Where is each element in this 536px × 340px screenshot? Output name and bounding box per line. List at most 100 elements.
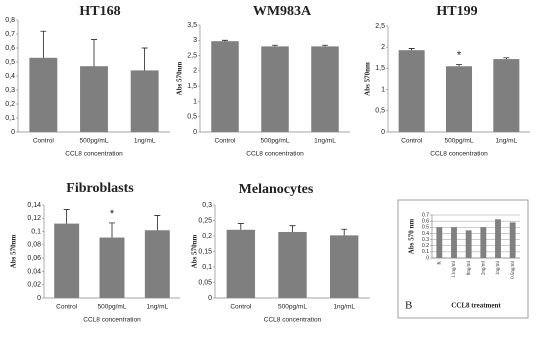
bar bbox=[398, 50, 425, 132]
error-bar bbox=[109, 222, 115, 238]
y-tick-label: 0,04 bbox=[27, 268, 41, 275]
y-tick-label: 2 bbox=[193, 68, 197, 75]
y-tick-label: 0,1 bbox=[202, 264, 212, 271]
y-axis-label: Abs 570nm bbox=[364, 62, 372, 96]
y-tick-label: 0 bbox=[37, 295, 41, 302]
chart-title: WM983A bbox=[253, 4, 312, 19]
y-tick-label: 0,2 bbox=[5, 101, 15, 108]
y-tick-label: 0.7 bbox=[422, 212, 429, 218]
x-tick-label: 1ng/mL bbox=[134, 138, 156, 145]
bar bbox=[509, 222, 516, 258]
bar bbox=[278, 231, 307, 298]
y-tick-label: 3 bbox=[193, 37, 197, 44]
x-tick-label: 11ng/ml bbox=[452, 260, 457, 277]
error-bar bbox=[237, 223, 244, 230]
panel-label: B bbox=[405, 300, 412, 312]
error-bar bbox=[456, 64, 462, 67]
y-tick-label: 0 bbox=[381, 129, 385, 136]
y-tick-label: 0,25 bbox=[198, 217, 212, 224]
x-tick-label: K bbox=[437, 261, 442, 265]
y-tick-label: 0,15 bbox=[198, 248, 212, 255]
bar bbox=[451, 227, 457, 258]
y-tick-label: 3,5 bbox=[187, 22, 197, 29]
error-bar bbox=[503, 57, 510, 60]
y-tick-label: 0,3 bbox=[5, 87, 15, 94]
chart-title: HT168 bbox=[79, 4, 120, 19]
error-bar bbox=[341, 228, 348, 236]
y-tick-label: 0,2 bbox=[202, 233, 212, 240]
y-tick-label: 0,12 bbox=[27, 215, 41, 222]
chart-title: HT199 bbox=[436, 4, 477, 19]
x-tick-label: 1ng/mL bbox=[495, 138, 517, 145]
bar bbox=[80, 66, 108, 132]
x-tick-label: 500pg/mL bbox=[445, 138, 474, 145]
y-axis-label: Abs 570nm bbox=[191, 235, 199, 269]
error-bar bbox=[322, 44, 328, 47]
y-tick-label: 0,7 bbox=[5, 31, 15, 38]
x-tick-label: 2ng/ml bbox=[481, 260, 486, 275]
x-axis-label: CCL8 concentration bbox=[65, 151, 123, 158]
bar bbox=[465, 230, 472, 258]
error-bar bbox=[141, 47, 148, 71]
y-axis-label: Abs 570nm bbox=[176, 62, 184, 96]
y-tick-label: 0,8 bbox=[5, 17, 15, 24]
error-bar bbox=[40, 30, 47, 58]
chart-title: Fibroblasts bbox=[66, 181, 134, 196]
x-tick-label: 1ng/mL bbox=[146, 304, 168, 311]
y-tick-label: 0.4 bbox=[422, 231, 429, 237]
x-tick-label: 1ng/mL bbox=[333, 304, 355, 311]
bar bbox=[480, 227, 487, 258]
bar bbox=[445, 66, 473, 132]
y-tick-label: 0,3 bbox=[202, 202, 212, 209]
y-tick-label: 0,5 bbox=[375, 108, 385, 115]
error-bar bbox=[91, 39, 97, 67]
x-tick-label: Control bbox=[215, 138, 237, 145]
y-tick-label: 0 bbox=[11, 129, 15, 136]
y-axis-label: Abs 570nm bbox=[10, 235, 18, 269]
x-tick-label: Control bbox=[56, 304, 78, 311]
x-axis-label: CCL8 concentration bbox=[246, 151, 304, 158]
y-tick-label: 2 bbox=[381, 44, 385, 51]
y-tick-label: 0,14 bbox=[27, 202, 41, 209]
x-axis-label: CCL8 concentration bbox=[83, 317, 141, 324]
error-bar bbox=[408, 48, 415, 51]
y-tick-label: 0,4 bbox=[5, 73, 15, 80]
y-tick-label: 0,02 bbox=[27, 282, 41, 289]
y-tick-label: 1 bbox=[193, 98, 197, 105]
error-bar bbox=[289, 225, 296, 232]
bar bbox=[29, 57, 58, 132]
x-tick-label: 1ng/mL bbox=[314, 138, 336, 145]
y-tick-label: 1,5 bbox=[375, 65, 385, 72]
x-axis-label: CCL8 treatment bbox=[451, 302, 501, 310]
x-tick-label: 1ng/ml bbox=[496, 260, 501, 275]
y-tick-label: 0,05 bbox=[198, 279, 212, 286]
y-tick-label: 0.3 bbox=[422, 237, 429, 243]
bar bbox=[495, 219, 501, 258]
x-tick-label: 500pg/mL bbox=[98, 304, 127, 311]
bar bbox=[99, 237, 125, 298]
y-tick-label: 0.1 bbox=[422, 249, 429, 255]
bar bbox=[144, 230, 170, 298]
bar bbox=[311, 46, 339, 132]
bar bbox=[130, 70, 159, 132]
y-tick-label: 0,1 bbox=[5, 115, 15, 122]
y-tick-label: 2,5 bbox=[187, 52, 197, 59]
x-tick-label: Control bbox=[33, 138, 55, 145]
x-axis-label: CCL8 concentration bbox=[430, 151, 488, 158]
y-tick-label: 0 bbox=[193, 129, 197, 136]
bar bbox=[436, 227, 443, 258]
y-tick-label: 0,08 bbox=[27, 242, 41, 249]
error-bar bbox=[272, 44, 278, 47]
bar bbox=[211, 41, 239, 132]
bar bbox=[329, 235, 359, 298]
x-tick-label: 0.5ng/ml bbox=[511, 260, 516, 279]
inset-frame bbox=[397, 199, 529, 319]
y-tick-label: 0.6 bbox=[422, 218, 429, 224]
x-tick-label: 500pg/mL bbox=[80, 138, 109, 145]
y-tick-label: 0,5 bbox=[5, 59, 15, 66]
bar bbox=[261, 46, 289, 132]
y-tick-label: 0 bbox=[208, 295, 212, 302]
bar bbox=[54, 223, 80, 298]
x-tick-label: Control bbox=[401, 138, 423, 145]
